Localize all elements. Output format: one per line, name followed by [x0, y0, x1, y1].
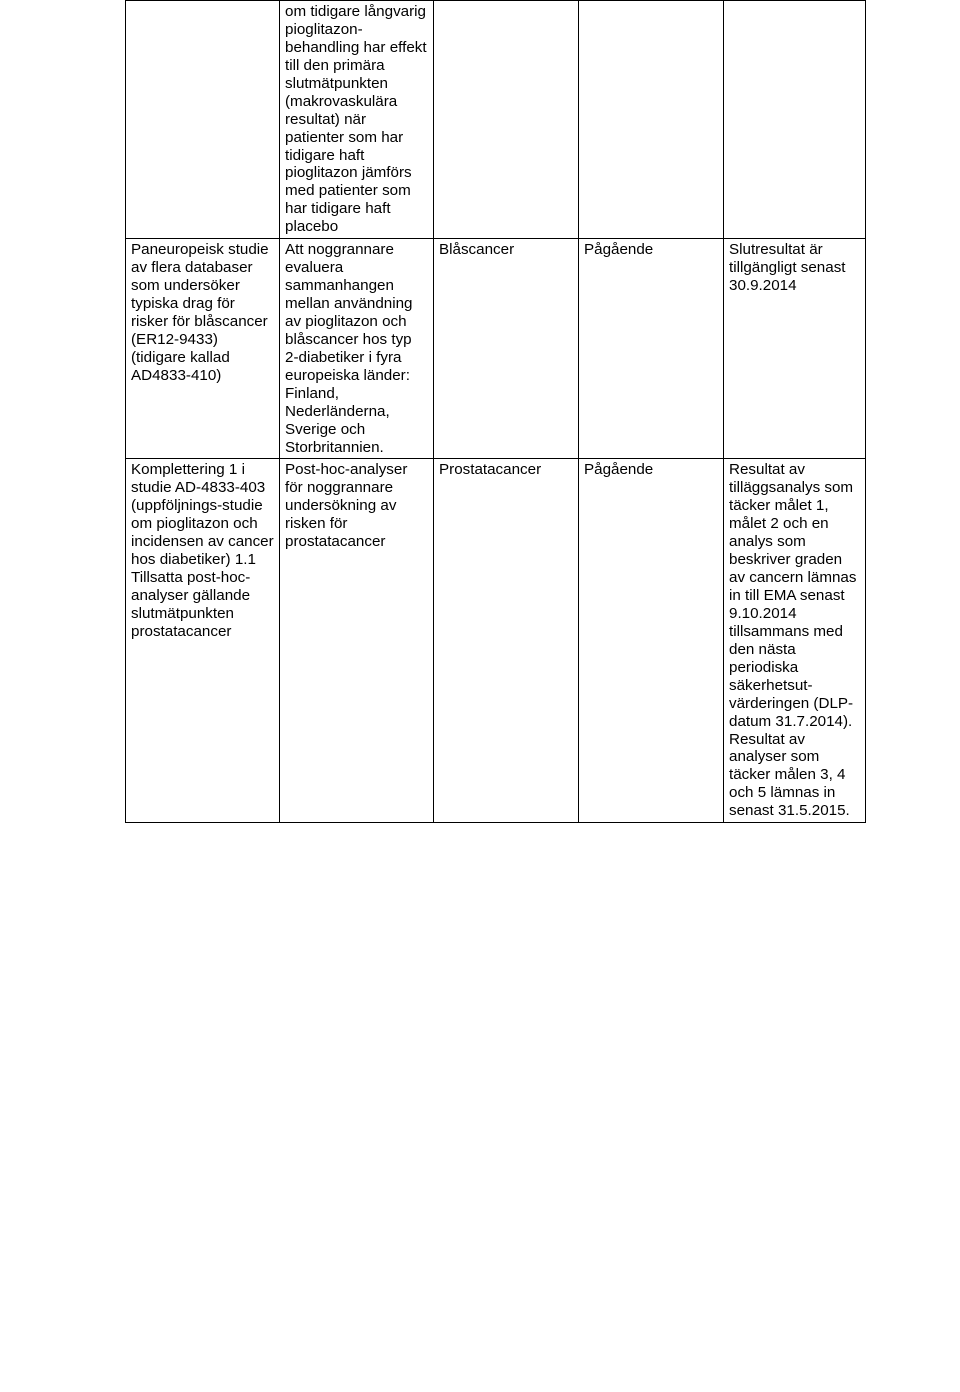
cell-r2-c4: Resultat av tilläggsanalys som täcker må…	[724, 459, 866, 823]
main-table: om tidigare långvarig pioglitazon-behand…	[125, 0, 866, 823]
cell-r2-c0: Komplettering 1 i studie AD-4833-403 (up…	[126, 459, 280, 823]
cell-r1-c1: Att noggrannare evaluera sammanhangen me…	[280, 239, 434, 459]
cell-r2-c3: Pågående	[579, 459, 724, 823]
cell-r1-c3: Pågående	[579, 239, 724, 459]
cell-r0-c1: om tidigare långvarig pioglitazon-behand…	[280, 1, 434, 239]
table-row: Komplettering 1 i studie AD-4833-403 (up…	[126, 459, 866, 823]
cell-r2-c1: Post-hoc-analyser för noggrannare unders…	[280, 459, 434, 823]
cell-r0-c2	[434, 1, 579, 239]
cell-r2-c2: Prostatacancer	[434, 459, 579, 823]
cell-r0-c3	[579, 1, 724, 239]
page-container: om tidigare långvarig pioglitazon-behand…	[0, 0, 960, 843]
table-row: Paneuropeisk studie av flera databaser s…	[126, 239, 866, 459]
cell-r1-c4: Slutresultat är tillgängligt senast 30.9…	[724, 239, 866, 459]
table-row: om tidigare långvarig pioglitazon-behand…	[126, 1, 866, 239]
cell-r0-c4	[724, 1, 866, 239]
cell-r1-c2: Blåscancer	[434, 239, 579, 459]
cell-r0-c0	[126, 1, 280, 239]
cell-r1-c0: Paneuropeisk studie av flera databaser s…	[126, 239, 280, 459]
